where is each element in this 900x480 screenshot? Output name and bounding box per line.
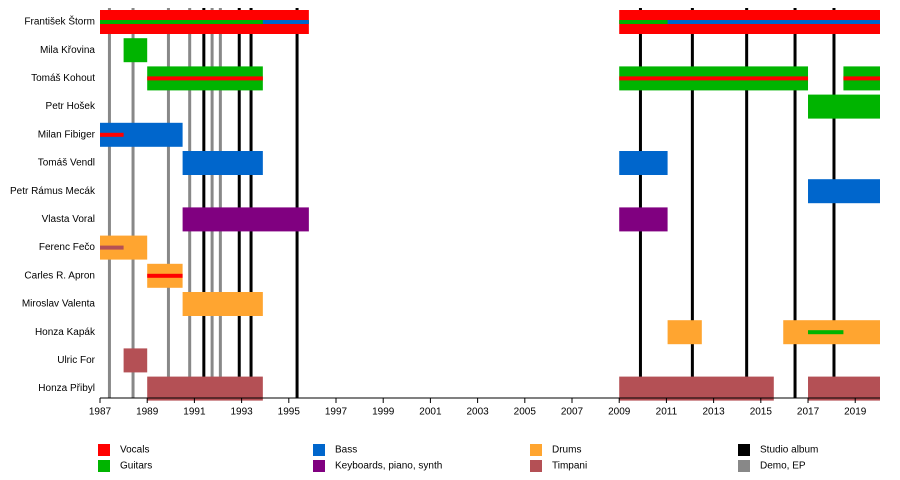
legend-swatch (530, 460, 542, 472)
legend-label: Vocals (120, 445, 149, 456)
legend-label: Keyboards, piano, synth (335, 461, 442, 472)
x-tick-label: 1991 (183, 407, 206, 418)
role-bar (808, 376, 880, 401)
legend-label: Demo, EP (760, 461, 806, 472)
role-line (100, 132, 124, 137)
role-bar (667, 320, 702, 345)
role-bar (182, 207, 309, 232)
role-bar (619, 207, 668, 232)
legend-swatch (738, 460, 750, 472)
role-bar (182, 151, 263, 175)
legend-swatch (98, 460, 110, 472)
role-line (147, 76, 263, 81)
row-label: Honza Kapák (35, 327, 96, 338)
role-line (808, 330, 844, 335)
role-bar (182, 292, 263, 316)
legend-label: Timpani (552, 461, 587, 472)
x-tick-label: 2011 (656, 407, 678, 418)
legend-swatch (98, 444, 110, 456)
x-tick-label: 1993 (230, 407, 253, 418)
row-label: Honza Přibyl (38, 383, 95, 394)
role-bar (808, 94, 880, 119)
x-tick-label: 2015 (750, 407, 773, 418)
role-line (667, 20, 880, 24)
x-tick-label: 2001 (419, 407, 442, 418)
x-tick-label: 1999 (372, 407, 395, 418)
legend-label: Guitars (120, 461, 152, 472)
role-line (147, 273, 183, 278)
role-line (100, 20, 309, 24)
row-label: Mila Křovina (40, 45, 95, 56)
x-tick-label: 2009 (608, 407, 631, 418)
role-line (843, 76, 880, 81)
row-label: Carles R. Apron (24, 270, 95, 281)
legend-label: Drums (552, 445, 581, 456)
legend-swatch (530, 444, 542, 456)
legend-swatch (738, 444, 750, 456)
x-tick-label: 2007 (561, 407, 584, 418)
row-label: Petr Hošek (46, 101, 96, 112)
role-line (262, 20, 309, 24)
role-bar (123, 348, 148, 373)
x-tick-label: 1997 (325, 407, 348, 418)
legend-swatch (313, 444, 325, 456)
row-label: Ulric For (57, 355, 95, 366)
legend-label: Bass (335, 445, 357, 456)
row-label: Miroslav Valenta (22, 299, 96, 310)
row-label: Tomáš Vendl (38, 158, 95, 169)
role-bar (147, 376, 263, 401)
x-tick-label: 2017 (797, 407, 820, 418)
role-bar (808, 179, 880, 204)
row-label: Vlasta Voral (42, 214, 95, 225)
role-bar (619, 151, 668, 175)
x-tick-label: 2019 (844, 407, 867, 418)
x-tick-label: 1989 (136, 407, 159, 418)
role-bar (619, 376, 774, 401)
x-tick-label: 2013 (702, 407, 725, 418)
x-tick-label: 1995 (278, 407, 301, 418)
x-tick-label: 2003 (466, 407, 489, 418)
x-tick-label: 1987 (89, 407, 112, 418)
role-line (619, 76, 809, 81)
role-line (100, 245, 124, 250)
row-label: Milan Fibiger (38, 129, 96, 140)
row-label: Petr Rámus Mecák (10, 186, 96, 197)
role-bar (123, 38, 148, 63)
x-tick-label: 2005 (514, 407, 537, 418)
legend-swatch (313, 460, 325, 472)
row-label: Ferenc Fečo (39, 242, 96, 253)
row-label: Tomáš Kohout (31, 73, 95, 84)
legend-label: Studio album (760, 445, 818, 456)
row-label: František Štorm (24, 15, 95, 28)
